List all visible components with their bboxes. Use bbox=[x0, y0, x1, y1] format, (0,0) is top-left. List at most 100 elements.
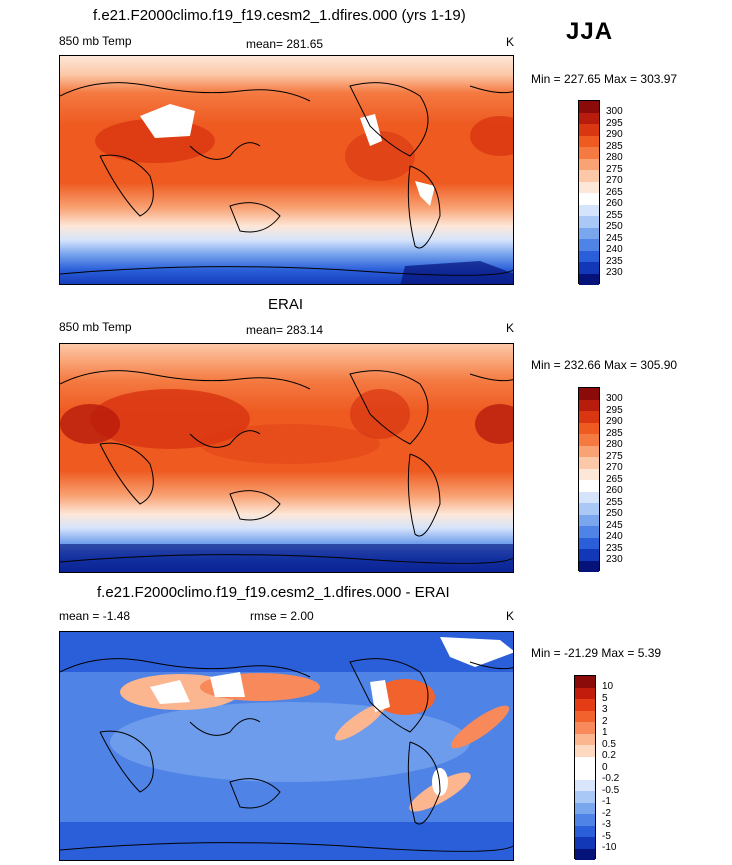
colorbar-tick: 270 bbox=[606, 462, 623, 473]
colorbar-tick: -0.5 bbox=[602, 785, 620, 796]
panel-1-colorbar-swatch bbox=[579, 181, 599, 193]
panel-2-minmax-label: Min = 232.66 Max = 305.90 bbox=[531, 358, 678, 372]
colorbar-tick: 280 bbox=[606, 152, 623, 163]
panel-3-colorbar-swatch bbox=[575, 722, 595, 734]
panel-1-colorbar-swatch bbox=[579, 273, 599, 285]
panel-3-colorbar-swatch bbox=[575, 756, 595, 768]
panel-2-colorbar-swatch bbox=[579, 445, 599, 457]
panel-3-colorbar-swatch bbox=[575, 733, 595, 745]
colorbar-tick: 290 bbox=[606, 129, 623, 140]
panel-1-colorbar-swatch bbox=[579, 135, 599, 147]
colorbar-tick: 290 bbox=[606, 416, 623, 427]
panel-3-colorbar-swatch bbox=[575, 710, 595, 722]
colorbar-tick: 275 bbox=[606, 164, 623, 175]
colorbar-tick: 260 bbox=[606, 198, 623, 209]
colorbar-tick: 245 bbox=[606, 520, 623, 531]
colorbar-tick: 0 bbox=[602, 762, 608, 773]
colorbar-tick: 235 bbox=[606, 543, 623, 554]
colorbar-tick: 235 bbox=[606, 256, 623, 267]
panel-2-colorbar-swatch bbox=[579, 503, 599, 515]
panel-2-colorbar-swatch bbox=[579, 411, 599, 423]
panel-3-colorbar-swatch bbox=[575, 837, 595, 849]
panel-3-colorbar-swatch bbox=[575, 745, 595, 757]
colorbar-tick: 245 bbox=[606, 233, 623, 244]
panel-1-colorbar-swatch bbox=[579, 250, 599, 262]
panel-2-colorbar-swatch bbox=[579, 399, 599, 411]
colorbar-tick: 240 bbox=[606, 531, 623, 542]
colorbar-tick: 250 bbox=[606, 221, 623, 232]
panel-2-mean-label: mean= 283.14 bbox=[246, 323, 324, 337]
panel-2-colorbar-swatch bbox=[579, 526, 599, 538]
colorbar-tick: -2 bbox=[602, 808, 611, 819]
panel-2-colorbar-swatch bbox=[579, 549, 599, 561]
panel-3-colorbar-swatch bbox=[575, 791, 595, 803]
panel-3-rmse-label: rmse = 2.00 bbox=[250, 609, 314, 623]
colorbar-tick: 230 bbox=[606, 554, 623, 565]
colorbar-tick: 285 bbox=[606, 141, 623, 152]
colorbar-tick: -0.2 bbox=[602, 773, 620, 784]
panel-1-colorbar-swatch bbox=[579, 124, 599, 136]
panel-1-colorbar-swatch bbox=[579, 227, 599, 239]
colorbar-tick: 300 bbox=[606, 106, 623, 117]
panel-3-colorbar-swatch bbox=[575, 825, 595, 837]
colorbar-tick: 300 bbox=[606, 393, 623, 404]
colorbar-tick: 3 bbox=[602, 704, 608, 715]
colorbar-tick: 265 bbox=[606, 187, 623, 198]
colorbar-tick: 250 bbox=[606, 508, 623, 519]
panel-2-map bbox=[59, 343, 514, 573]
panel-1-colorbar-swatch bbox=[579, 170, 599, 182]
season-label: JJA bbox=[566, 18, 614, 45]
colorbar-tick: 260 bbox=[606, 485, 623, 496]
panel-2-colorbar-swatch bbox=[579, 514, 599, 526]
panel-3-colorbar-swatch bbox=[575, 687, 595, 699]
panel-1-colorbar-swatch bbox=[579, 204, 599, 216]
panel-3-colorbar-swatch bbox=[575, 676, 595, 688]
panel-3-colorbar-swatch bbox=[575, 699, 595, 711]
panel-3-colorbar-swatch bbox=[575, 768, 595, 780]
colorbar-tick: 10 bbox=[602, 681, 614, 692]
colorbar-tick: 295 bbox=[606, 118, 623, 129]
panel-1-map bbox=[59, 55, 514, 285]
panel-1-colorbar-swatch bbox=[579, 101, 599, 113]
panel-3-map bbox=[59, 631, 514, 861]
panel-2-title: ERAI bbox=[268, 296, 304, 313]
colorbar-tick: 285 bbox=[606, 428, 623, 439]
panel-3-colorbar-swatch bbox=[575, 802, 595, 814]
panel-3-minmax-label: Min = -21.29 Max = 5.39 bbox=[531, 646, 662, 660]
colorbar-tick: 2 bbox=[602, 716, 608, 727]
panel-1-colorbar-swatch bbox=[579, 262, 599, 274]
colorbar-tick: 255 bbox=[606, 497, 623, 508]
colorbar-tick: -1 bbox=[602, 796, 611, 807]
panel-1-colorbar-swatch bbox=[579, 158, 599, 170]
panel-2-colorbar-swatch bbox=[579, 457, 599, 469]
panel-1-colorbar-swatch bbox=[579, 112, 599, 124]
colorbar-tick: 5 bbox=[602, 693, 608, 704]
colorbar-tick: 275 bbox=[606, 451, 623, 462]
panel-1-units-label: K bbox=[506, 35, 515, 49]
colorbar-tick: 0.2 bbox=[602, 750, 616, 761]
panel-2-units-label: K bbox=[506, 321, 515, 335]
colorbar-tick: -3 bbox=[602, 819, 611, 830]
panel-2-variable-label: 850 mb Temp bbox=[59, 320, 132, 334]
panel-2-colorbar-swatch bbox=[579, 388, 599, 400]
panel-1-minmax-label: Min = 227.65 Max = 303.97 bbox=[531, 72, 678, 86]
colorbar-tick: 255 bbox=[606, 210, 623, 221]
colorbar-tick: -10 bbox=[602, 842, 617, 853]
panel-1-colorbar-swatch bbox=[579, 239, 599, 251]
colorbar-tick: 295 bbox=[606, 405, 623, 416]
panel-1-mean-label: mean= 281.65 bbox=[246, 37, 324, 51]
colorbar-tick: 0.5 bbox=[602, 739, 616, 750]
colorbar-tick: 1 bbox=[602, 727, 608, 738]
colorbar-tick: 270 bbox=[606, 175, 623, 186]
panel-2-colorbar-swatch bbox=[579, 560, 599, 572]
panel-3-colorbar bbox=[574, 675, 596, 860]
panel-2-colorbar-swatch bbox=[579, 468, 599, 480]
colorbar-tick: 265 bbox=[606, 474, 623, 485]
colorbar-tick: 240 bbox=[606, 244, 623, 255]
panel-2-colorbar-swatch bbox=[579, 537, 599, 549]
panel-3-colorbar-swatch bbox=[575, 814, 595, 826]
colorbar-tick: -5 bbox=[602, 831, 611, 842]
panel-3-mean-label: mean = -1.48 bbox=[59, 609, 131, 623]
panel-1-colorbar-swatch bbox=[579, 216, 599, 228]
panel-3-units-label: K bbox=[506, 609, 515, 623]
